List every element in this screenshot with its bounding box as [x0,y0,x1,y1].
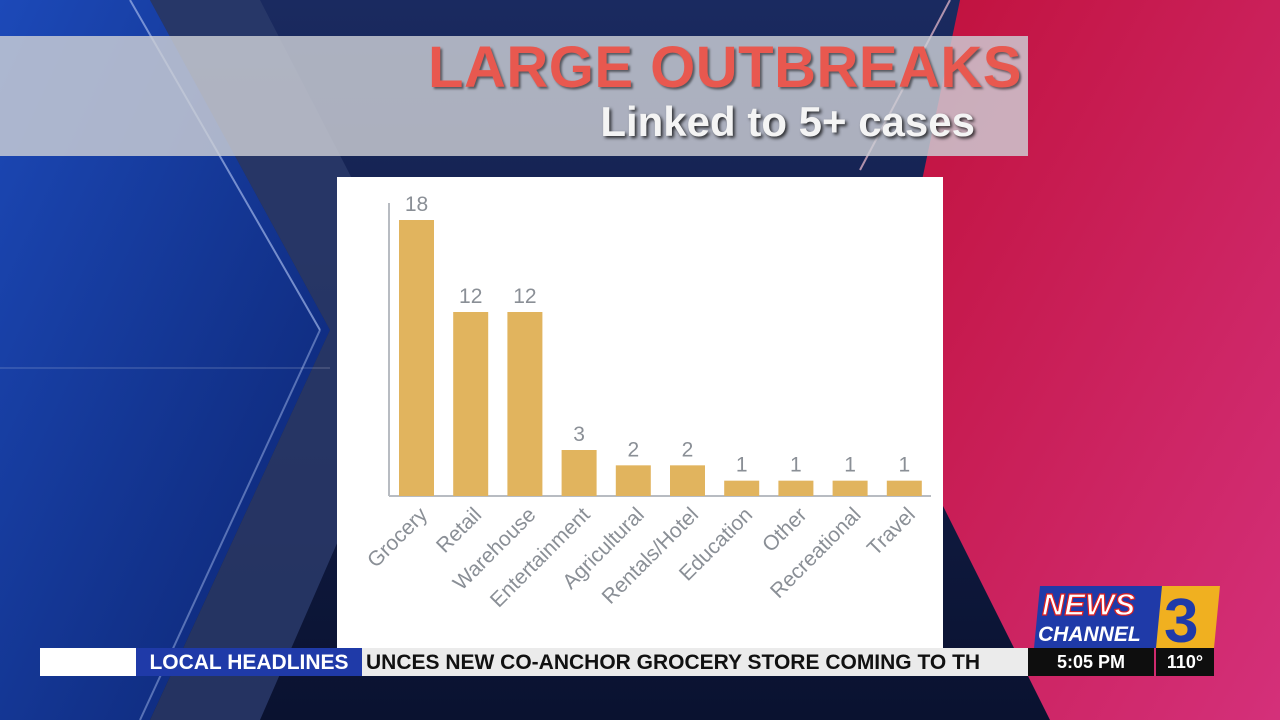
news-channel-3-logo: NEWS CHANNEL 3 [1034,586,1220,648]
ticker-label: LOCAL HEADLINES [136,648,362,676]
ticker-left-cap [40,648,136,676]
ticker-crawl: UNCES NEW CO-ANCHOR GROCERY STORE COMING… [362,648,1028,676]
ticker-time: 5:05 PM [1028,648,1154,676]
bar-retail [453,312,489,496]
category-label: Grocery [363,503,432,572]
title-band [0,36,1028,156]
chart-panel: 18 12 12 3 2 2 1 1 1 1 Grocery Retail Warehouse Ente… [337,177,943,651]
bar-entertainment [561,450,597,496]
bar-recreational [832,480,868,496]
ticker-text: UNCES NEW CO-ANCHOR GROCERY STORE COMING… [366,651,981,674]
chart-headline: LARGE OUTBREAKS [428,35,1022,100]
value-label: 1 [736,454,748,477]
ticker-temperature: 110° [1156,648,1214,676]
logo-text-channel: CHANNEL [1038,623,1141,646]
bar-other [778,480,814,496]
value-label: 18 [405,193,428,216]
bar-grocery [399,220,434,496]
value-label: 3 [573,423,585,446]
value-label: 1 [790,454,802,477]
chart-subheadline: Linked to 5+ cases [600,98,975,145]
value-label: 1 [898,454,910,477]
logo-text-news: NEWS [1042,587,1135,622]
bar-warehouse [507,312,543,496]
bar-travel [886,480,922,496]
bar-rentals-hotel [670,465,705,496]
bar-agricultural [615,465,651,496]
value-label: 2 [682,438,694,461]
bar-education [724,480,760,496]
value-label: 1 [844,454,856,477]
value-label: 2 [627,438,639,461]
value-label: 12 [459,285,482,308]
logo-number-3: 3 [1164,587,1198,648]
category-label: Travel [863,503,920,560]
value-label: 12 [513,285,536,308]
